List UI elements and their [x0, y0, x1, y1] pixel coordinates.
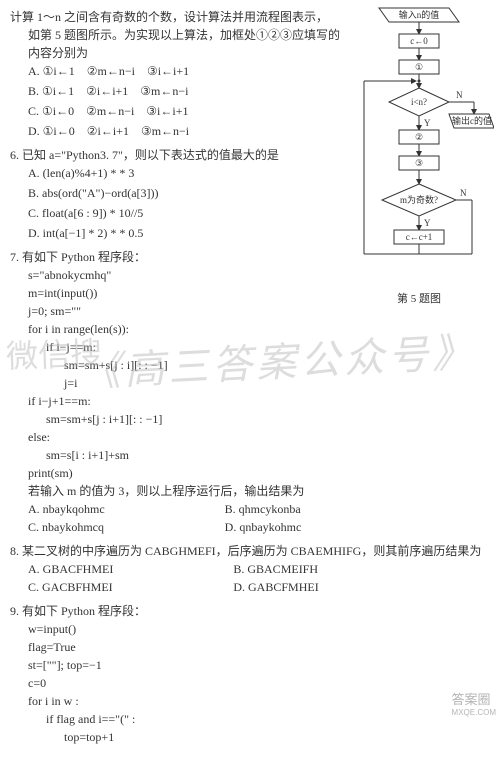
- fc-inc-c: c←c+1: [406, 232, 433, 242]
- q7-l11: sm=s[i : i+1]+sm: [46, 446, 490, 464]
- fc-blank-1: ①: [415, 62, 423, 72]
- fc-cond-2: m为奇数?: [400, 194, 438, 205]
- question-9: 9. 有如下 Python 程序段： w=input() flag=True s…: [10, 602, 490, 746]
- fc-blank-2: ②: [415, 132, 423, 142]
- q7-l12: print(sm): [28, 464, 490, 482]
- q7-opt-b: B. qhmcykonba: [225, 500, 302, 518]
- q7-opt-a: A. nbaykqohmc: [28, 500, 105, 518]
- q9-l1: w=input(): [28, 620, 490, 638]
- question-8: 8. 某二叉树的中序遍历为 CABGHMEFI，后序遍历为 CBAEMHIFG，…: [10, 542, 490, 596]
- q9-l6: if flag and i=="(" :: [46, 710, 490, 728]
- fc-cond-1: i<n?: [411, 97, 427, 107]
- q7-opt-d: D. qnbaykohmc: [225, 518, 302, 536]
- q8-opt-d: D. GABCFMHEI: [233, 578, 318, 596]
- q8-opt-c: C. GACBFHMEI: [28, 578, 113, 596]
- fc-output: 输出c的值: [452, 115, 492, 126]
- fc-y-1: Y: [424, 118, 431, 128]
- q7-l7: j=i: [64, 374, 490, 392]
- fc-input-n: 输入n的值: [399, 9, 440, 20]
- q7-q: 若输入 m 的值为 3，则以上程序运行后，输出结果为: [28, 482, 490, 500]
- fc-blank-3: ③: [415, 158, 423, 168]
- q9-l4: c=0: [28, 674, 490, 692]
- flowchart-figure: 输入n的值 c←0 ① i<n? N 输出c的值 Y ② ③ m为奇数? N Y…: [344, 4, 494, 306]
- q7-l4: for i in range(len(s)):: [28, 320, 490, 338]
- q8-opt-a: A. GBACFHMEI: [28, 560, 113, 578]
- q7-l10: else:: [28, 428, 490, 446]
- flowchart-caption: 第 5 题图: [344, 290, 494, 306]
- fc-c-zero: c←0: [410, 36, 428, 46]
- q9-l3: st=[""]; top=−1: [28, 656, 490, 674]
- q8-stem: 8. 某二叉树的中序遍历为 CABGHMEFI，后序遍历为 CBAEMHIFG，…: [10, 542, 490, 560]
- fc-n-2: N: [460, 188, 467, 198]
- q7-l5: if i−j==m:: [46, 338, 490, 356]
- q7-l9: sm=sm+s[j : i+1][: : −1]: [46, 410, 490, 428]
- q7-opt-c: C. nbaykohmcq: [28, 518, 105, 536]
- q9-l5: for i in w :: [28, 692, 490, 710]
- fc-n-1: N: [456, 90, 463, 100]
- q7-l6: sm=sm+s[j : i][: : −1]: [64, 356, 490, 374]
- q8-opt-b: B. GBACMEIFH: [233, 560, 318, 578]
- q9-l2: flag=True: [28, 638, 490, 656]
- q7-l8: if i−j+1==m:: [28, 392, 490, 410]
- fc-y-2: Y: [424, 218, 431, 228]
- q9-l7: top=top+1: [64, 728, 490, 746]
- q9-stem: 9. 有如下 Python 程序段：: [10, 602, 490, 620]
